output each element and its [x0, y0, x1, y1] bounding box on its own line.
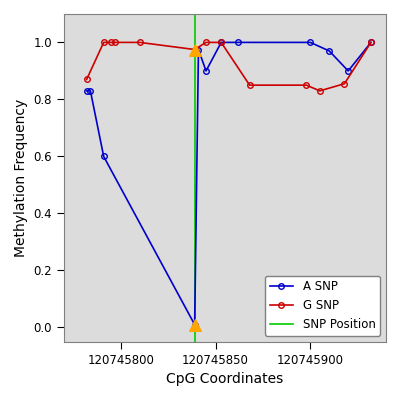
Point [192, 46, 198, 53]
X-axis label: CpG Coordinates: CpG Coordinates [166, 372, 284, 386]
Legend: A SNP, G SNP, SNP Position: A SNP, G SNP, SNP Position [265, 276, 380, 336]
Point [192, 322, 198, 328]
Y-axis label: Methylation Frequency: Methylation Frequency [14, 99, 28, 257]
